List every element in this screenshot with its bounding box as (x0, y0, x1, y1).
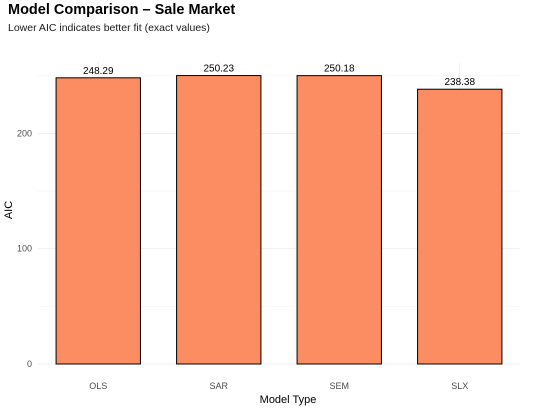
bars (55, 75, 503, 365)
y-tick-label: 0 (27, 359, 32, 369)
y-axis-title: AIC (3, 201, 15, 219)
data-label-ols: 248.29 (83, 66, 114, 77)
bar-slx (417, 88, 503, 365)
bar-sem (296, 75, 382, 365)
x-tick-label-ols: OLS (89, 381, 107, 391)
data-label-sar: 250.23 (203, 64, 234, 75)
y-tick-label: 100 (17, 244, 32, 254)
y-tick-label: 200 (17, 128, 32, 138)
bar-sar (176, 75, 262, 365)
bar-ols (55, 77, 141, 365)
x-tick-label-slx: SLX (451, 381, 468, 391)
x-tick-label-sem: SEM (329, 381, 349, 391)
x-axis-ticks: OLS SAR SEM SLX (89, 381, 468, 391)
x-tick-label-sar: SAR (209, 381, 228, 391)
data-label-slx: 238.38 (444, 77, 475, 88)
chart-subtitle: Lower AIC indicates better fit (exact va… (8, 22, 210, 34)
data-label-sem: 250.18 (324, 64, 355, 75)
data-labels: 248.29 250.23 250.18 238.38 (83, 64, 476, 89)
chart-title: Model Comparison – Sale Market (8, 2, 236, 18)
y-axis-ticks: 0 100 200 (17, 128, 32, 369)
x-axis-title: Model Type (260, 394, 317, 406)
